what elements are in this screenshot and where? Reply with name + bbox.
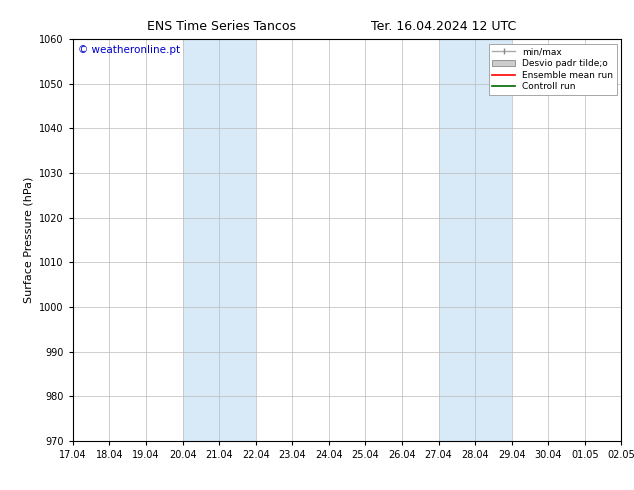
Text: © weatheronline.pt: © weatheronline.pt: [79, 45, 181, 55]
Legend: min/max, Desvio padr tilde;o, Ensemble mean run, Controll run: min/max, Desvio padr tilde;o, Ensemble m…: [489, 44, 617, 95]
Text: Ter. 16.04.2024 12 UTC: Ter. 16.04.2024 12 UTC: [371, 20, 517, 33]
Bar: [439, 39, 512, 441]
Text: ENS Time Series Tancos: ENS Time Series Tancos: [147, 20, 297, 33]
Y-axis label: Surface Pressure (hPa): Surface Pressure (hPa): [23, 177, 34, 303]
Bar: [183, 39, 256, 441]
